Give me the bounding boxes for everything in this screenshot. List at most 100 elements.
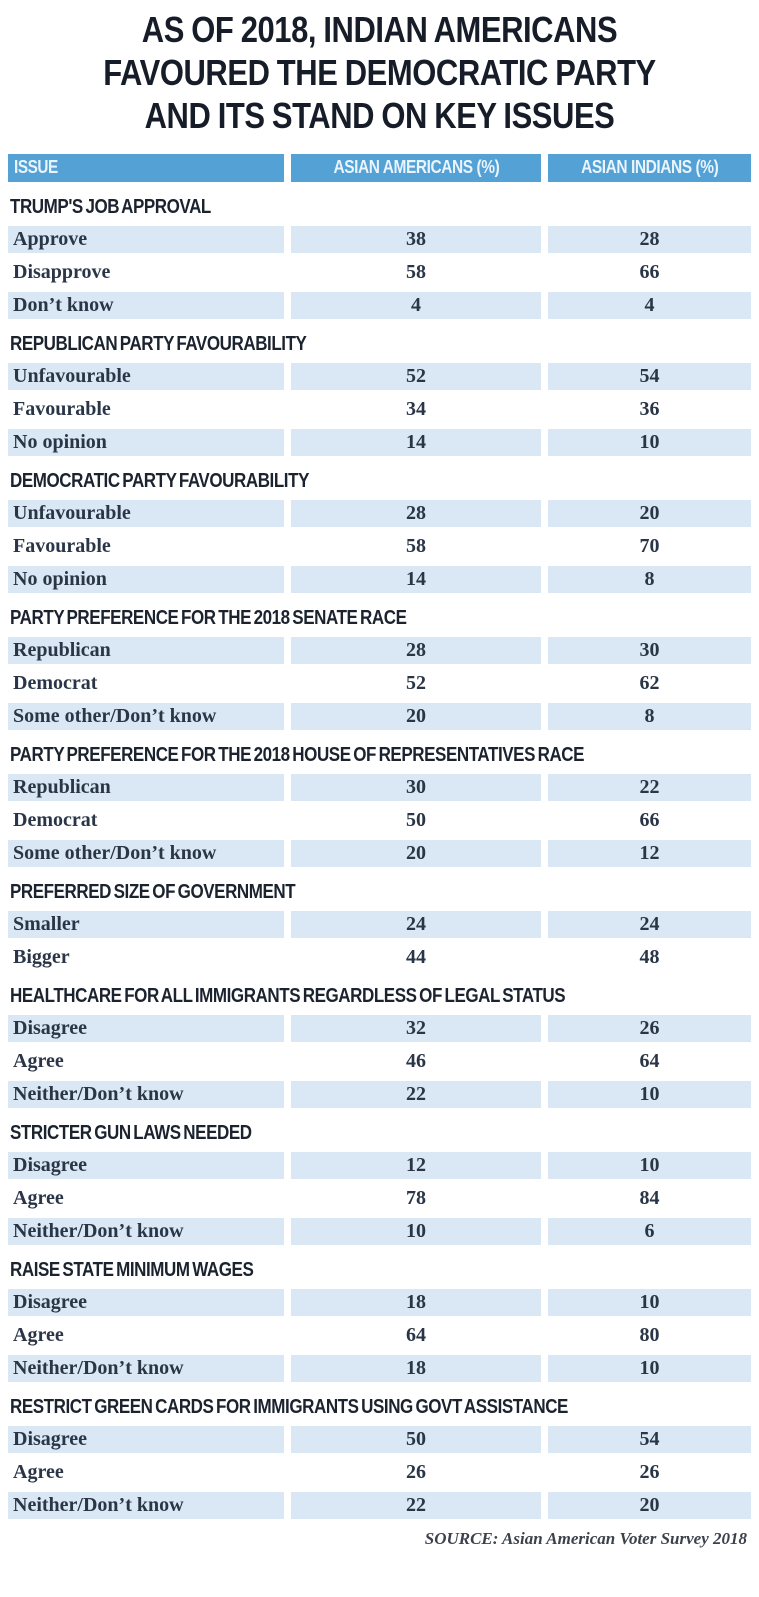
table-row: Unfavourable 52 54 — [8, 362, 751, 390]
table-row: Some other/Don’t know 20 12 — [8, 839, 751, 867]
row-value-asian-americans: 26 — [406, 1460, 426, 1483]
row-value-asian-americans: 34 — [406, 397, 426, 420]
section-heading: REPUBLICAN PARTY FAVOURABILITY — [10, 332, 307, 355]
row-label: Disagree — [8, 1151, 284, 1179]
table-row: Unfavourable 28 20 — [8, 499, 751, 527]
row-value-asian-indians: 62 — [639, 671, 660, 694]
row-label: Unfavourable — [8, 499, 284, 527]
row-value-asian-americans: 22 — [291, 1080, 541, 1108]
row-value-asian-americans: 30 — [291, 773, 541, 801]
row-label: Unfavourable — [8, 362, 284, 390]
column-header-asian-indians: ASIAN INDIANS (%) — [548, 153, 751, 182]
table-row: Bigger 44 48 — [8, 944, 751, 971]
row-value-asian-americans: 14 — [291, 565, 541, 593]
table-header-row: ISSUE ASIAN AMERICANS (%) ASIAN INDIANS … — [8, 153, 751, 182]
page-title: AS OF 2018, INDIAN AMERICANS FAVOURED TH… — [18, 8, 741, 138]
row-value-asian-americans: 64 — [406, 1323, 426, 1346]
table-row: Democrat 50 66 — [8, 807, 751, 834]
row-label: Republican — [8, 773, 284, 801]
row-value-asian-indians: 48 — [639, 945, 660, 968]
table-row: Disagree 50 54 — [8, 1425, 751, 1453]
table-body: TRUMP'S JOB APPROVAL Approve 38 28 Disapprov… — [8, 194, 751, 1519]
row-value-asian-indians: 26 — [639, 1460, 660, 1483]
table-row: No opinion 14 10 — [8, 428, 751, 456]
table-row: Republican 28 30 — [8, 636, 751, 664]
row-value-asian-americans: 50 — [406, 808, 426, 831]
row-value-asian-americans: 4 — [291, 291, 541, 319]
table-row: Disagree 32 26 — [8, 1014, 751, 1042]
table-row: Agree 46 64 — [8, 1048, 751, 1075]
row-value-asian-indians: 80 — [639, 1323, 660, 1346]
row-value-asian-americans: 20 — [291, 702, 541, 730]
row-value-asian-indians: 20 — [548, 499, 751, 527]
row-value-asian-americans: 24 — [291, 910, 541, 938]
row-value-asian-americans: 14 — [291, 428, 541, 456]
row-label: Disagree — [8, 1288, 284, 1316]
row-value-asian-indians: 10 — [548, 1288, 751, 1316]
row-label: Neither/Don’t know — [8, 1491, 284, 1519]
section-heading: DEMOCRATIC PARTY FAVOURABILITY — [10, 469, 309, 492]
row-value-asian-americans: 58 — [406, 534, 426, 557]
row-value-asian-indians: 4 — [548, 291, 751, 319]
table-row: Neither/Don’t know 10 6 — [8, 1217, 751, 1245]
row-value-asian-indians: 64 — [639, 1049, 660, 1072]
row-value-asian-indians: 8 — [548, 702, 751, 730]
row-value-asian-americans: 12 — [291, 1151, 541, 1179]
column-header-issue: ISSUE — [8, 153, 284, 182]
row-label: Don’t know — [8, 291, 284, 319]
row-label: No opinion — [8, 428, 284, 456]
row-value-asian-indians: 84 — [639, 1186, 660, 1209]
table-row: Some other/Don’t know 20 8 — [8, 702, 751, 730]
row-value-asian-americans: 52 — [291, 362, 541, 390]
section-heading: PREFERRED SIZE OF GOVERNMENT — [10, 880, 296, 903]
row-value-asian-indians: 6 — [548, 1217, 751, 1245]
section-heading: STRICTER GUN LAWS NEEDED — [10, 1121, 252, 1144]
row-value-asian-indians: 28 — [548, 225, 751, 253]
row-value-asian-indians: 12 — [548, 839, 751, 867]
section-heading: RESTRICT GREEN CARDS FOR IMMIGRANTS USIN… — [10, 1395, 568, 1418]
row-value-asian-indians: 10 — [548, 428, 751, 456]
row-value-asian-indians: 66 — [639, 260, 660, 283]
row-value-asian-indians: 26 — [548, 1014, 751, 1042]
table-row: Neither/Don’t know 18 10 — [8, 1354, 751, 1382]
row-label: Neither/Don’t know — [8, 1354, 284, 1382]
row-value-asian-indians: 10 — [548, 1080, 751, 1108]
row-value-asian-americans: 10 — [291, 1217, 541, 1245]
table-row: Don’t know 4 4 — [8, 291, 751, 319]
row-label: Republican — [8, 636, 284, 664]
row-value-asian-indians: 66 — [639, 808, 660, 831]
table-row: Republican 30 22 — [8, 773, 751, 801]
row-label: Some other/Don’t know — [8, 839, 284, 867]
table-row: Neither/Don’t know 22 10 — [8, 1080, 751, 1108]
row-value-asian-americans: 46 — [406, 1049, 426, 1072]
row-label: No opinion — [8, 565, 284, 593]
table-row: No opinion 14 8 — [8, 565, 751, 593]
section-heading: PARTY PREFERENCE FOR THE 2018 HOUSE OF R… — [10, 743, 585, 766]
table-row: Smaller 24 24 — [8, 910, 751, 938]
column-header-asian-americans: ASIAN AMERICANS (%) — [291, 153, 541, 182]
source-credit: SOURCE: Asian American Voter Survey 2018 — [424, 1528, 747, 1548]
row-value-asian-americans: 32 — [291, 1014, 541, 1042]
page-title-text: AS OF 2018, INDIAN AMERICANS FAVOURED TH… — [103, 9, 656, 137]
table-row: Democrat 52 62 — [8, 670, 751, 697]
row-label: Agree — [13, 1323, 64, 1346]
row-value-asian-americans: 18 — [291, 1354, 541, 1382]
row-label: Agree — [13, 1049, 64, 1072]
table-row: Disagree 12 10 — [8, 1151, 751, 1179]
section-heading: HEALTHCARE FOR ALL IMMIGRANTS REGARDLESS… — [10, 984, 566, 1007]
table-row: Favourable 34 36 — [8, 396, 751, 423]
row-label: Agree — [13, 1186, 64, 1209]
infographic-table: AS OF 2018, INDIAN AMERICANS FAVOURED TH… — [8, 8, 751, 1548]
row-value-asian-indians: 54 — [548, 362, 751, 390]
table-row: Agree 78 84 — [8, 1185, 751, 1212]
row-value-asian-americans: 58 — [406, 260, 426, 283]
table-row: Neither/Don’t know 22 20 — [8, 1491, 751, 1519]
row-label: Disagree — [8, 1425, 284, 1453]
row-value-asian-americans: 52 — [406, 671, 426, 694]
row-label: Bigger — [13, 945, 70, 968]
row-value-asian-indians: 20 — [548, 1491, 751, 1519]
row-value-asian-indians: 54 — [548, 1425, 751, 1453]
row-label: Disagree — [8, 1014, 284, 1042]
table-row: Disapprove 58 66 — [8, 259, 751, 286]
table-row: Favourable 58 70 — [8, 533, 751, 560]
